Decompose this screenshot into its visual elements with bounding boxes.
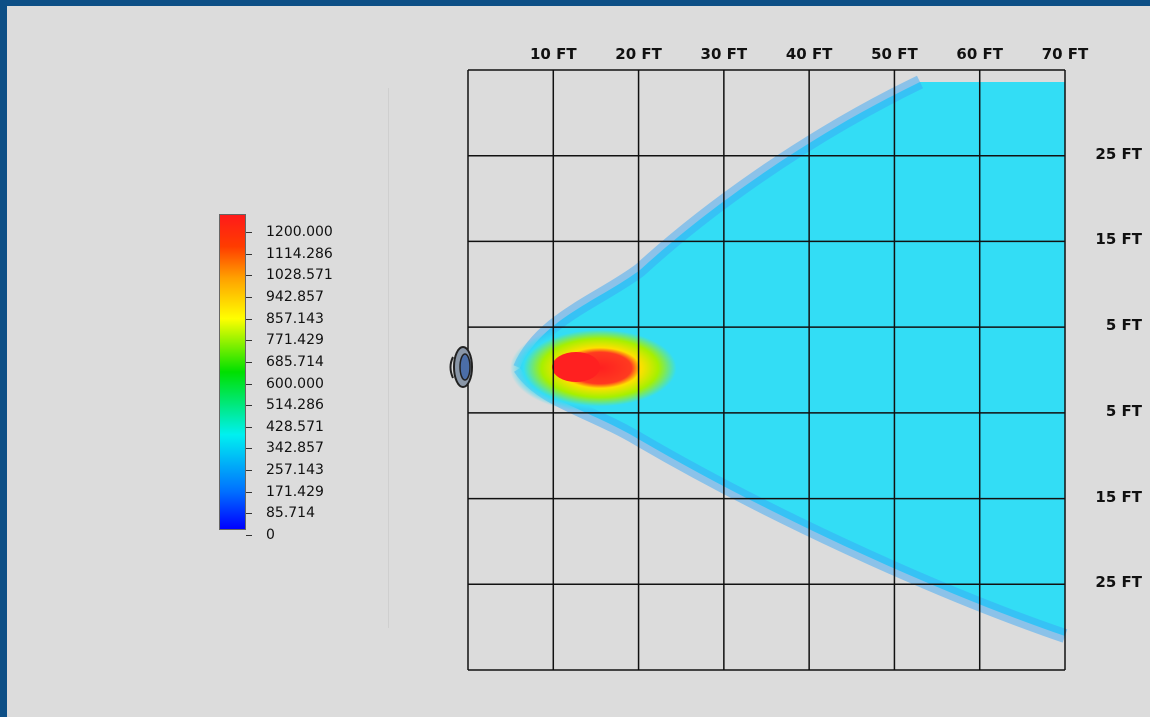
light-fixture-icon [449,346,473,388]
scale-value-label: 685.714 [266,354,324,370]
scale-tick [246,340,252,341]
hotspot [510,323,690,413]
scale-value-label: 514.286 [266,397,324,413]
x-tick-label: 30 FT [700,45,748,63]
scale-value-label: 342.857 [266,440,324,456]
beam-edge-upper [513,75,924,371]
x-tick-label: 70 FT [1041,45,1089,63]
scale-tick [246,448,252,449]
scale-tick [246,297,252,298]
scale-value-label: 1114.286 [266,246,333,262]
scale-value-label: 1200.000 [266,224,333,240]
scale-tick [246,254,252,255]
scale-value-label: 428.571 [266,419,324,435]
scale-value-label: 85.714 [266,505,315,521]
scale-tick [246,362,252,363]
scale-tick [246,513,252,514]
scale-tick [246,470,252,471]
scale-tick [246,384,252,385]
scale-value-label: 0 [266,527,275,543]
y-tick-label: 25 FT [1095,144,1142,163]
scale-value-label: 257.143 [266,462,324,478]
hotspot-core [552,352,600,382]
y-tick-label: 5 FT [1105,401,1142,420]
scale-value-label: 1028.571 [266,267,333,283]
y-tick-label: 5 FT [1105,316,1142,335]
scale-tick [246,319,252,320]
illumination-field [510,75,1068,643]
y-tick-label: 15 FT [1095,487,1142,506]
x-tick-label: 40 FT [785,45,833,63]
scale-tick [246,535,252,536]
panel-divider [388,88,389,628]
y-tick-label: 15 FT [1095,230,1142,249]
scale-tick [246,427,252,428]
scale-tick [246,405,252,406]
y-tick-label: 25 FT [1095,573,1142,592]
scale-tick [246,275,252,276]
color-scale-bar [219,214,246,530]
x-tick-label: 20 FT [615,45,662,63]
scale-value-label: 171.429 [266,484,324,500]
scale-value-label: 857.143 [266,311,324,327]
x-tick-label: 10 FT [529,45,577,63]
scale-value-label: 771.429 [266,332,324,348]
scale-value-label: 600.000 [266,376,324,392]
scale-value-label: 942.857 [266,289,324,305]
scale-tick [246,492,252,493]
scale-tick [246,232,252,233]
x-tick-label: 60 FT [956,45,1003,63]
grid-lines [467,69,1066,671]
x-tick-label: 50 FT [871,45,918,63]
light-beam-area [520,82,1065,636]
